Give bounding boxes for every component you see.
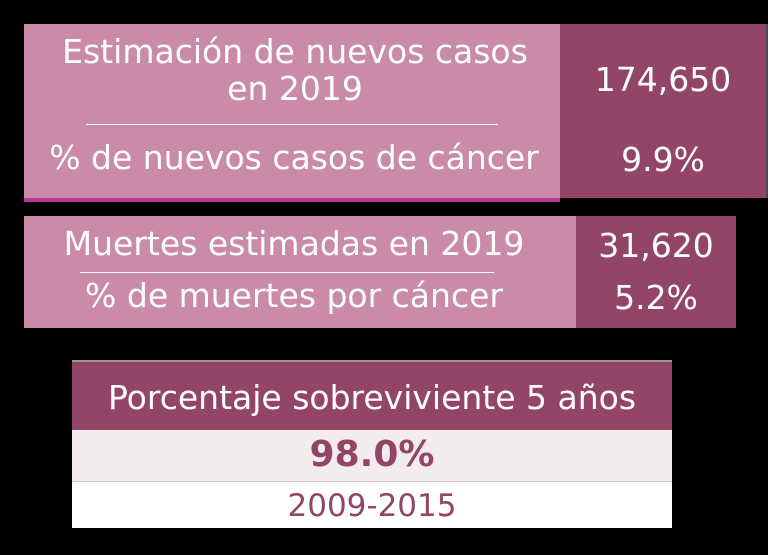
survival-header: Porcentaje sobreviviente 5 años <box>72 360 672 430</box>
new-cases-percent-label: % de nuevos casos de cáncer <box>49 138 539 177</box>
new-cases-percent-value: 9.9% <box>621 140 705 179</box>
new-cases-value-area: 174,650 9.9% <box>560 24 768 198</box>
deaths-percent-label: % de muertes por cáncer <box>85 276 503 315</box>
new-cases-label-area: Estimación de nuevos casos en 2019 % de … <box>24 24 560 202</box>
deaths-panel: Muertes estimadas en 2019 % de muertes p… <box>24 216 736 328</box>
deaths-value: 31,620 <box>598 226 714 265</box>
survival-panel: Porcentaje sobreviviente 5 años 98.0% 20… <box>72 360 672 528</box>
survival-period: 2009-2015 <box>287 488 457 524</box>
survival-period-row: 2009-2015 <box>72 482 672 528</box>
deaths-title: Muertes estimadas en 2019 <box>63 224 525 263</box>
deaths-divider <box>80 272 494 273</box>
deaths-value-area: 31,620 5.2% <box>576 216 736 328</box>
survival-value: 98.0% <box>309 434 435 475</box>
new-cases-title: Estimación de nuevos casos en 2019 <box>62 32 528 108</box>
survival-value-row: 98.0% <box>72 430 672 482</box>
new-cases-value: 174,650 <box>594 60 732 99</box>
deaths-label-area: Muertes estimadas en 2019 % de muertes p… <box>24 216 576 328</box>
new-cases-divider <box>86 124 498 125</box>
new-cases-panel: Estimación de nuevos casos en 2019 % de … <box>24 24 768 204</box>
survival-header-text: Porcentaje sobreviviente 5 años <box>107 378 637 417</box>
deaths-percent-value: 5.2% <box>614 278 698 317</box>
